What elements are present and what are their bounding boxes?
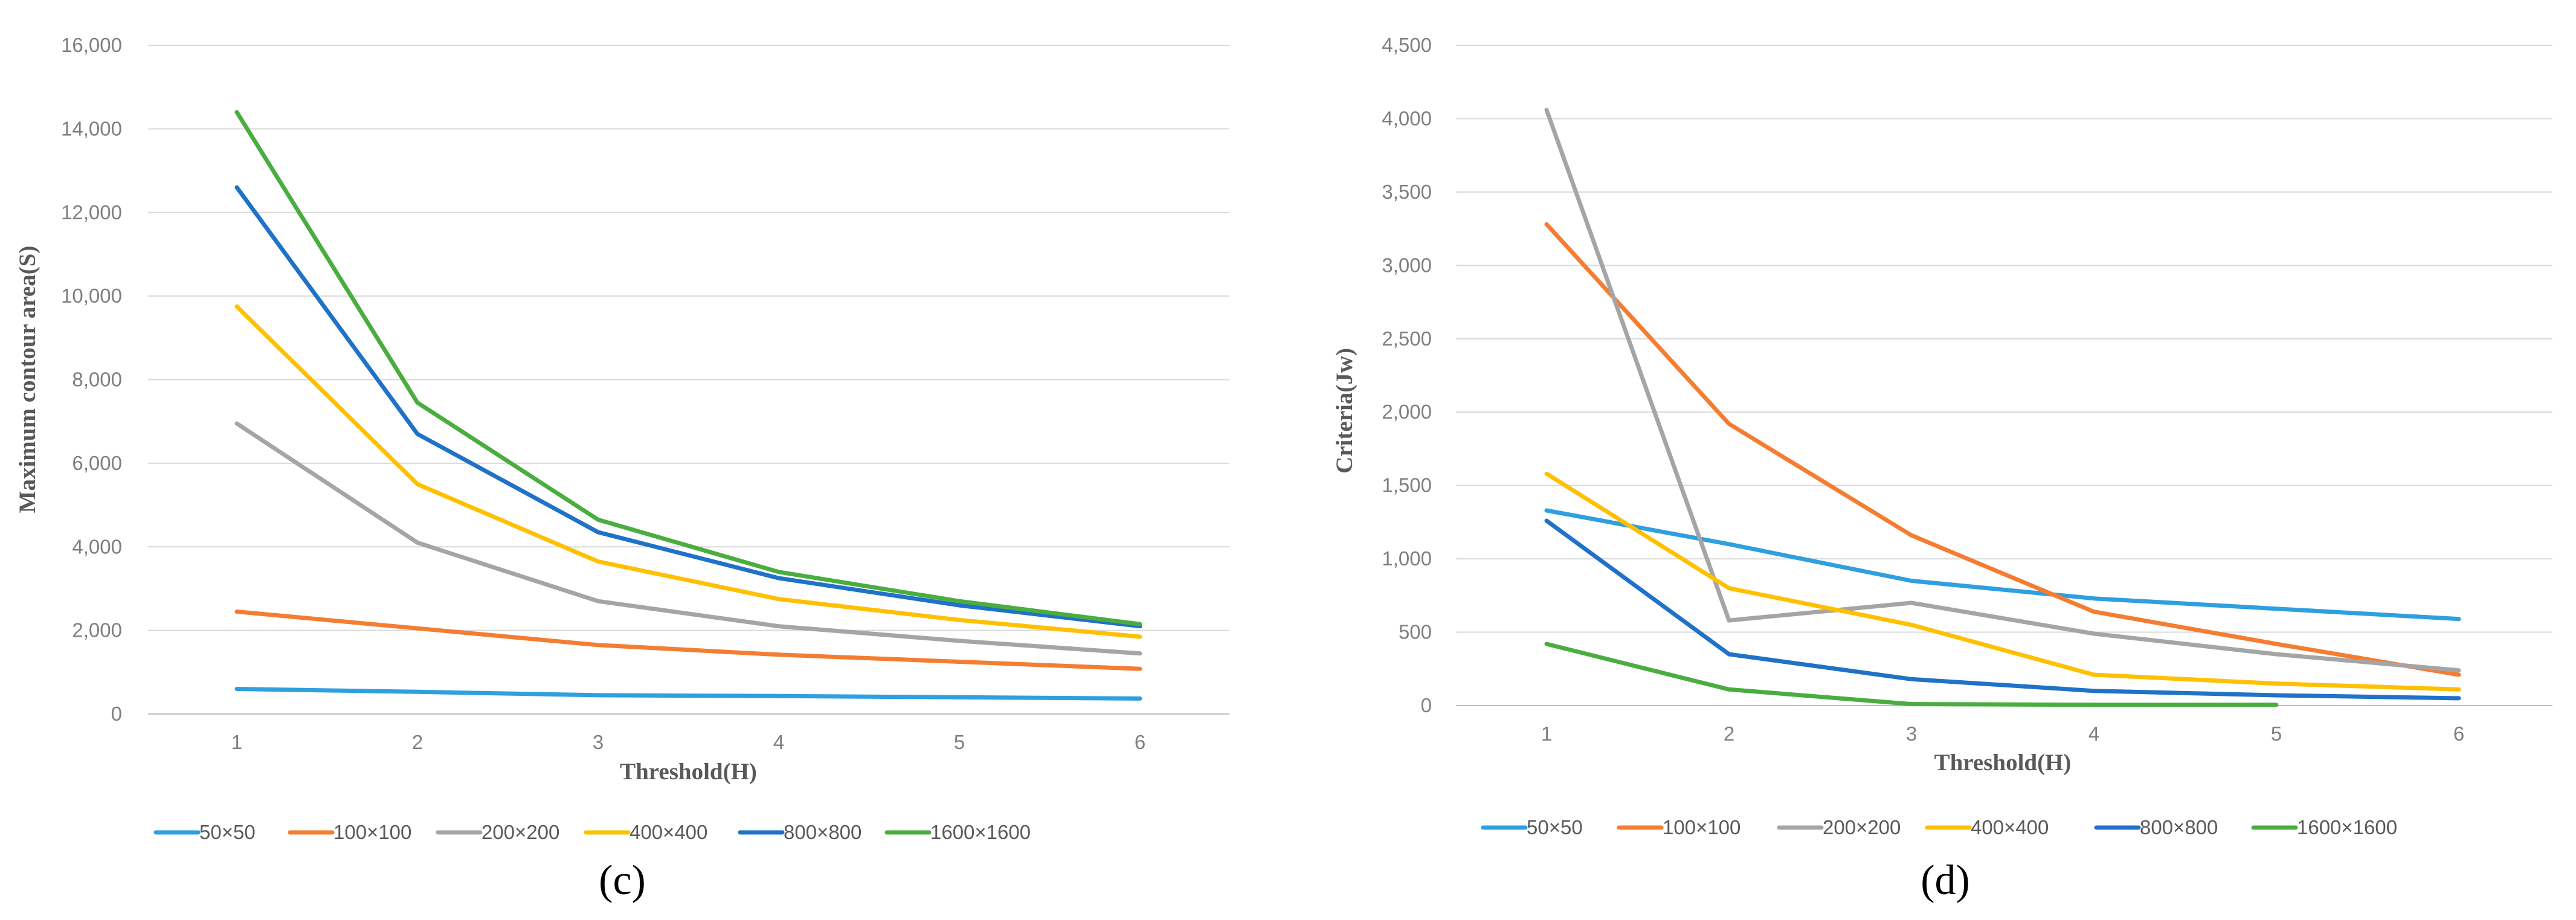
legend-label: 100×100 bbox=[333, 821, 411, 843]
series-line-6 bbox=[234, 110, 1142, 626]
x-tick-label: 6 bbox=[1135, 731, 1145, 753]
legend-label: 1600×1600 bbox=[930, 821, 1031, 843]
y-tick-label: 4,000 bbox=[72, 535, 122, 558]
series-line-5 bbox=[1544, 518, 2461, 701]
y-tick-label: 4,000 bbox=[1382, 107, 1432, 129]
chart-panel-c: 0 2,000 4,000 6,000 8,000 10,000 12,000 14,000 1… bbox=[14, 34, 1229, 904]
y-tick-label: 6,000 bbox=[72, 452, 122, 474]
legend-label: 800×800 bbox=[2140, 816, 2218, 838]
series-line-4 bbox=[1544, 471, 2461, 692]
panel-label: (d) bbox=[1921, 857, 1970, 904]
series-line-3 bbox=[234, 421, 1142, 656]
x-tick-label: 5 bbox=[2271, 722, 2282, 745]
chart-panel-d: 0 500 1,000 1,500 2,000 2,500 3,000 3,500 4,000 4… bbox=[1331, 34, 2552, 904]
y-tick-label: 8,000 bbox=[72, 368, 122, 391]
y-tick-label: 14,000 bbox=[61, 117, 122, 140]
x-tick-label: 3 bbox=[593, 731, 604, 753]
series-line-1 bbox=[1544, 508, 2461, 622]
legend-label: 400×400 bbox=[1971, 816, 2049, 838]
x-tick-label: 1 bbox=[1541, 722, 1552, 745]
legend-label: 200×200 bbox=[481, 821, 559, 843]
y-tick-label: 2,000 bbox=[1382, 400, 1432, 423]
y-tick-label: 3,000 bbox=[1382, 254, 1432, 276]
y-axis-label: Maximum contour area(S) bbox=[14, 246, 40, 513]
x-axis-label: Threshold(H) bbox=[620, 759, 757, 785]
y-tick-label: 0 bbox=[1421, 694, 1432, 716]
x-tick-label: 1 bbox=[231, 731, 242, 753]
legend-label: 200×200 bbox=[1823, 816, 1901, 838]
x-tick-label: 4 bbox=[773, 731, 784, 753]
x-tick-label: 3 bbox=[1906, 722, 1917, 745]
y-tick-label: 4,500 bbox=[1382, 34, 1432, 56]
y-axis-label: Criteria(Jw) bbox=[1331, 348, 1357, 474]
y-tick-label: 16,000 bbox=[61, 34, 122, 56]
y-tick-label: 3,500 bbox=[1382, 181, 1432, 203]
y-tick-label: 2,000 bbox=[72, 619, 122, 642]
y-tick-label: 12,000 bbox=[61, 201, 122, 224]
legend-label: 1600×1600 bbox=[2297, 816, 2397, 838]
y-tick-label: 2,500 bbox=[1382, 327, 1432, 350]
y-tick-label: 1,000 bbox=[1382, 547, 1432, 570]
x-tick-label: 6 bbox=[2453, 722, 2464, 745]
y-tick-label: 10,000 bbox=[61, 285, 122, 307]
legend-label: 50×50 bbox=[1527, 816, 1583, 838]
x-tick-label: 5 bbox=[954, 731, 965, 753]
legend-label: 400×400 bbox=[630, 821, 707, 843]
legend-label: 50×50 bbox=[199, 821, 256, 843]
series-line-4 bbox=[234, 304, 1142, 639]
x-tick-label: 4 bbox=[2088, 722, 2099, 745]
legend-label: 800×800 bbox=[784, 821, 861, 843]
y-tick-label: 500 bbox=[1399, 621, 1432, 643]
x-tick-label: 2 bbox=[412, 731, 423, 753]
series-line-2 bbox=[1544, 222, 2461, 677]
legend-label: 100×100 bbox=[1663, 816, 1740, 838]
y-tick-label: 0 bbox=[111, 703, 122, 725]
series-line-1 bbox=[234, 687, 1142, 701]
series-line-2 bbox=[234, 610, 1142, 671]
panel-label: (c) bbox=[599, 857, 646, 904]
series-line-3 bbox=[1544, 108, 2461, 673]
y-tick-label: 1,500 bbox=[1382, 474, 1432, 497]
x-axis-label: Threshold(H) bbox=[1934, 750, 2072, 776]
series-line-5 bbox=[234, 185, 1142, 629]
series-line-6 bbox=[1544, 642, 2279, 707]
x-tick-label: 2 bbox=[1724, 722, 1734, 745]
